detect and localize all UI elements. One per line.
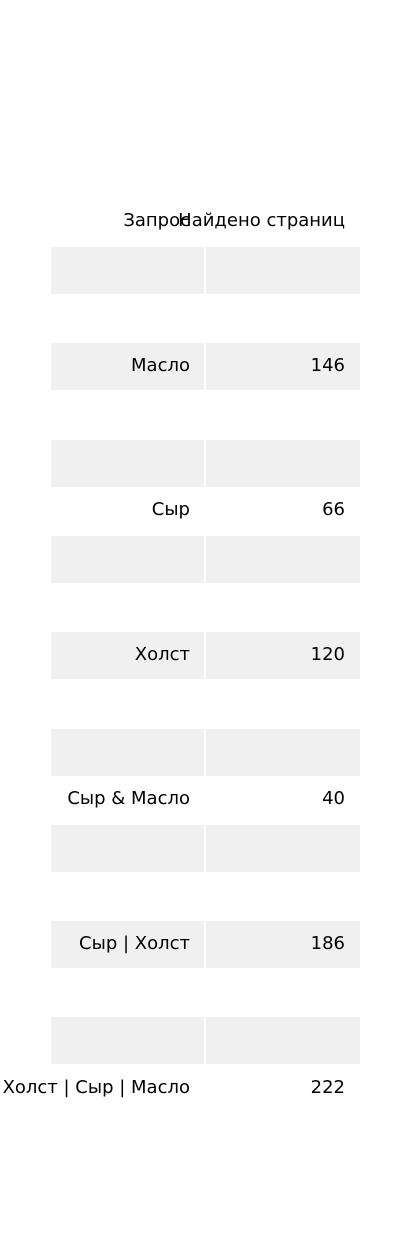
query-cell: Сыр & Масло: [67, 788, 190, 809]
row-stripe: [51, 921, 204, 968]
row-stripe: [51, 1017, 204, 1064]
row-stripe: [206, 921, 360, 968]
column-header-pages-found: Найдено страниц: [178, 210, 345, 231]
row-stripe: [51, 825, 204, 872]
query-cell: Сыр: [151, 499, 190, 520]
row-stripe: [206, 729, 360, 776]
pages-found-cell: 120: [310, 644, 345, 665]
pages-found-cell: 146: [310, 355, 345, 376]
row-stripe: [206, 536, 360, 583]
query-cell: Холст | Сыр | Масло: [2, 1077, 190, 1098]
row-stripe: [206, 1017, 360, 1064]
pages-found-cell: 66: [322, 499, 345, 520]
row-stripe: [206, 247, 360, 294]
column-header-query: Запрос: [123, 210, 190, 231]
row-stripe: [51, 729, 204, 776]
row-stripe: [206, 343, 360, 390]
row-stripe: [51, 343, 204, 390]
row-stripe: [206, 632, 360, 679]
row-stripe: [206, 825, 360, 872]
row-stripe: [206, 440, 360, 487]
pages-found-cell: 186: [310, 933, 345, 954]
query-cell: Холст: [134, 644, 190, 665]
pages-found-cell: 222: [310, 1077, 345, 1098]
row-stripe: [51, 247, 204, 294]
row-stripe: [51, 440, 204, 487]
row-stripe: [51, 536, 204, 583]
pages-found-cell: 40: [322, 788, 345, 809]
row-stripe: [51, 632, 204, 679]
query-cell: Сыр | Холст: [79, 933, 190, 954]
query-cell: Масло: [131, 355, 190, 376]
